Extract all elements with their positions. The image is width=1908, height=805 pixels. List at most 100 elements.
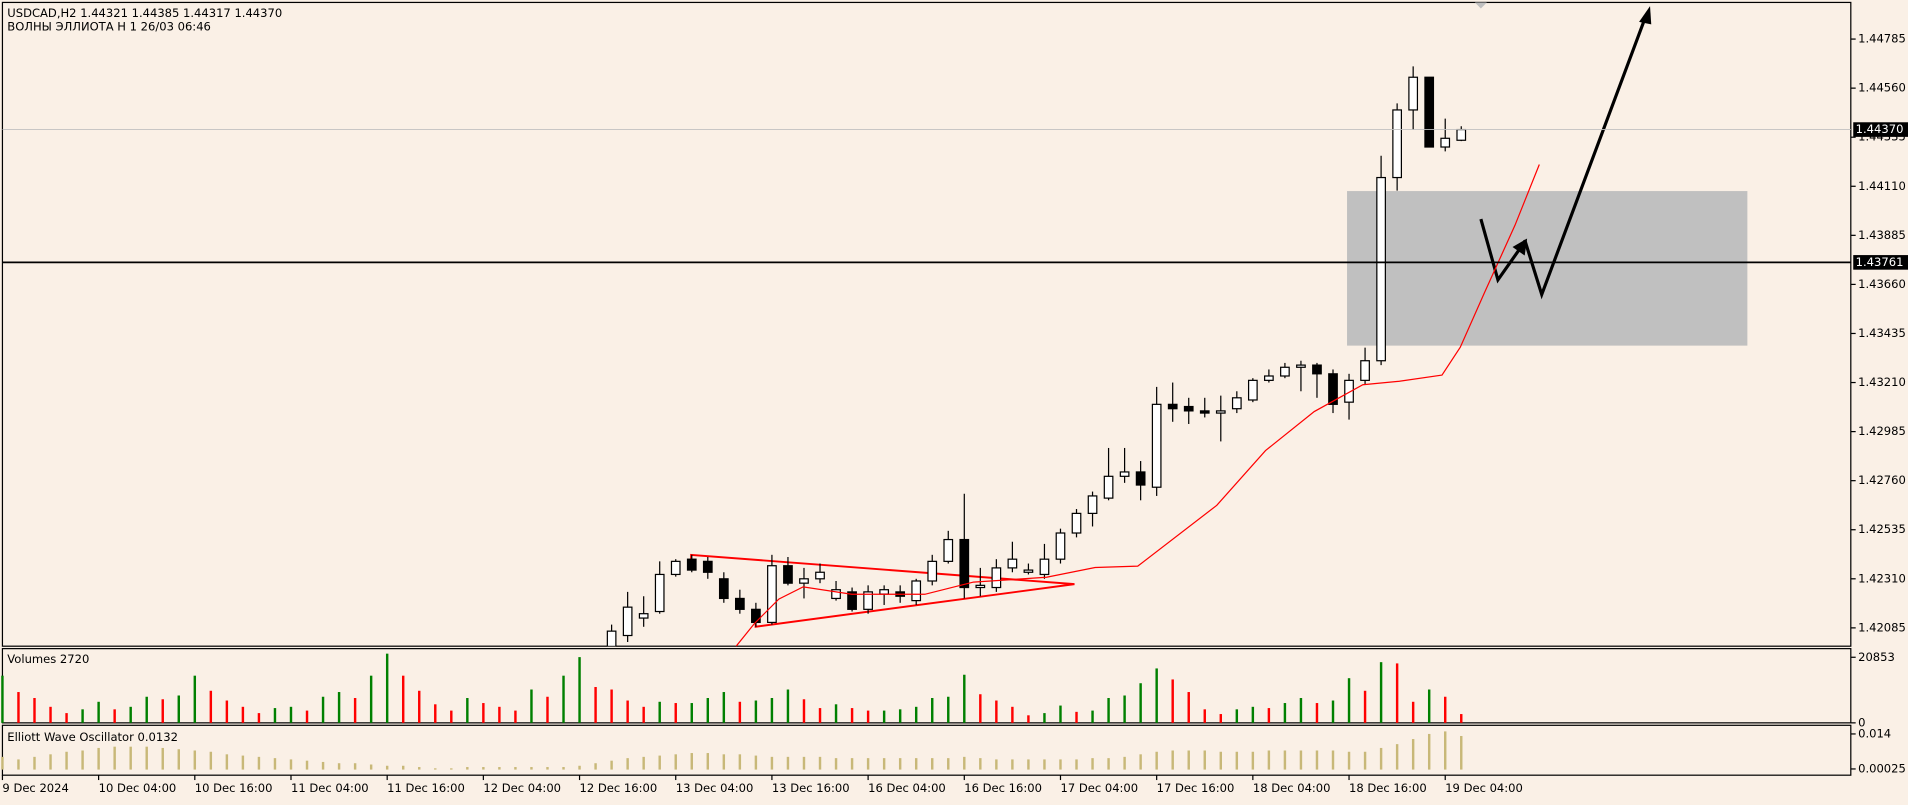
bar: [578, 765, 581, 770]
candle-body: [1231, 397, 1242, 410]
bar: [1315, 750, 1319, 770]
bar: [273, 708, 277, 723]
bar: [610, 760, 613, 770]
main-panel: [1, 1, 1852, 647]
bar: [914, 758, 918, 770]
candle-body: [1103, 475, 1114, 499]
bar: [642, 706, 645, 723]
bar: [305, 760, 309, 770]
bar: [1347, 751, 1351, 770]
bar: [1331, 750, 1335, 770]
bar: [65, 751, 68, 770]
wave-arrow: [1479, 218, 1523, 284]
bar: [1203, 750, 1206, 770]
bar: [1331, 700, 1335, 723]
bar: [241, 706, 245, 723]
bar: [690, 703, 693, 723]
bar: [530, 767, 533, 770]
bar: [1411, 701, 1415, 723]
bar: [177, 695, 180, 723]
bar: [81, 750, 84, 770]
bar: [979, 694, 982, 723]
bar: [1251, 751, 1255, 770]
x-tick-label: 13 Dec 16:00: [772, 781, 850, 795]
y-tick-label: 1.43885: [1858, 228, 1906, 242]
bar: [482, 703, 485, 723]
bar: [145, 696, 148, 723]
bar: [674, 703, 677, 723]
bar: [1379, 662, 1383, 723]
bar: [610, 689, 613, 723]
bar: [1043, 713, 1046, 723]
candle-body: [927, 560, 938, 582]
candle-body: [686, 558, 697, 571]
bar: [1460, 714, 1463, 723]
candle-body: [783, 565, 793, 584]
bar: [353, 763, 357, 770]
bar: [995, 759, 998, 770]
bar: [33, 756, 36, 770]
bar: [706, 698, 710, 723]
bar: [1, 756, 4, 770]
bar: [337, 763, 341, 770]
x-tick-label: 12 Dec 04:00: [483, 781, 561, 795]
y-tick-label: 1.44110: [1858, 179, 1906, 193]
bar: [1107, 698, 1110, 723]
bar: [466, 698, 469, 723]
bar: [434, 768, 437, 770]
bar: [418, 690, 421, 723]
bar: [1203, 709, 1206, 723]
bar: [1091, 758, 1094, 770]
bar: [658, 755, 661, 770]
x-tick-label: 16 Dec 16:00: [964, 781, 1042, 795]
bar: [947, 696, 950, 723]
bar: [1460, 735, 1463, 770]
bar: [770, 756, 774, 770]
bar: [65, 713, 68, 723]
candle-body: [670, 560, 681, 576]
bar: [177, 749, 180, 770]
moving-average: [735, 164, 1540, 647]
candle-body: [1424, 76, 1435, 148]
bar: [690, 753, 693, 770]
candle-body: [622, 606, 633, 637]
candle-body: [1183, 405, 1194, 412]
bar: [1363, 690, 1367, 723]
candle-body: [1055, 532, 1066, 560]
bar: [882, 710, 886, 723]
oscillator-panel: [1, 724, 1852, 776]
bar: [1444, 696, 1447, 723]
bar: [914, 706, 918, 723]
candle-body: [638, 613, 649, 619]
candle-body: [847, 591, 857, 610]
arrow-head: [1639, 6, 1652, 25]
bar: [161, 747, 164, 770]
oscillator-title: Elliott Wave Oscillator 0.0132: [7, 730, 178, 744]
bar: [947, 758, 950, 770]
y-tick-label: 0.00025: [1858, 761, 1906, 775]
bar: [963, 756, 966, 770]
bar: [1427, 689, 1431, 723]
candle-body: [1312, 364, 1322, 375]
bar: [1139, 683, 1142, 723]
bar: [1027, 759, 1030, 770]
candle-body: [1328, 373, 1338, 405]
y-tick-label: 20853: [1858, 650, 1895, 664]
bar: [882, 758, 886, 770]
x-tick-label: 10 Dec 16:00: [195, 781, 273, 795]
bar: [1, 675, 4, 723]
bar: [17, 692, 20, 723]
bar: [129, 706, 132, 723]
bar: [1075, 711, 1078, 723]
x-tick-label: 18 Dec 04:00: [1253, 781, 1331, 795]
bar: [385, 653, 389, 723]
candle-body: [991, 567, 1002, 589]
bar: [786, 689, 790, 723]
candle-body: [831, 589, 841, 600]
bar: [1059, 759, 1062, 770]
bar: [1267, 750, 1271, 770]
bar: [738, 701, 742, 723]
bar: [401, 675, 405, 723]
bar: [1283, 750, 1287, 770]
